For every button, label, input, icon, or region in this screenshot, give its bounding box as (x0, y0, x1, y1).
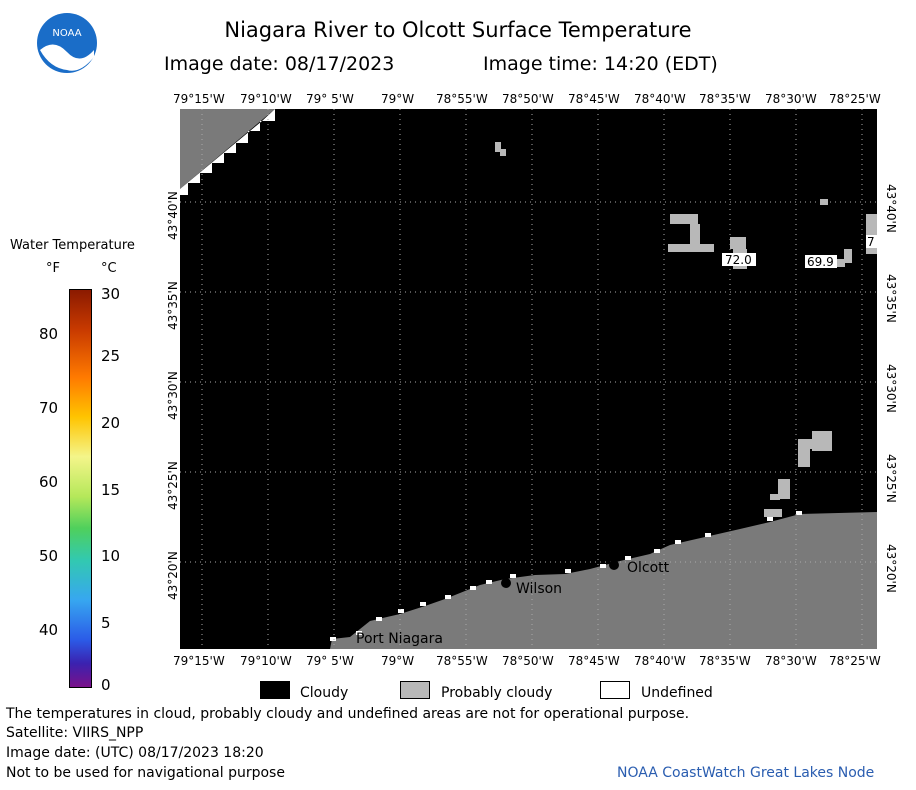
left-lat-label: 43°40'N (166, 191, 180, 240)
right-lat-label: 43°25'N (884, 454, 898, 503)
bottom-lon-label: 79°15'W (173, 654, 225, 668)
image-date: Image date: 08/17/2023 (164, 53, 395, 75)
temp-label: 72.0 (725, 253, 752, 267)
image-time: Image time: 14:20 (EDT) (483, 53, 718, 75)
source-credit: NOAA CoastWatch Great Lakes Node (617, 765, 875, 781)
right-lat-label: 43°20'N (884, 544, 898, 593)
undefined-edge-us (330, 511, 802, 641)
navigation-warning: Not to be used for navigational purpose (6, 765, 285, 781)
bottom-lon-label: 78°50'W (502, 654, 554, 668)
place-label-wilson: Wilson (516, 581, 562, 597)
f-tick: 60 (39, 473, 59, 491)
left-lat-label: 43°35'N (166, 281, 180, 330)
c-tick: 5 (101, 614, 111, 632)
temperature-map: 72.0 69.9 7 Olcott Wilson Port Niagara (180, 109, 877, 649)
bottom-lon-label: 78°40'W (634, 654, 686, 668)
f-tick: 50 (39, 547, 59, 565)
bottom-lon-label: 78°55'W (436, 654, 488, 668)
temp-label-box (805, 255, 837, 268)
legend-unit-f: °F (46, 261, 60, 276)
cloudy-label: Cloudy (300, 685, 349, 701)
land-canada (180, 109, 275, 189)
undefined-swatch (600, 681, 630, 699)
c-tick: 15 (101, 481, 121, 499)
cloudy-swatch (260, 681, 290, 699)
c-tick: 10 (101, 547, 121, 565)
top-lon-label: 78°50'W (502, 92, 554, 106)
utc-image-date: Image date: (UTC) 08/17/2023 18:20 (6, 745, 264, 761)
place-label-port-niagara: Port Niagara (356, 631, 443, 647)
place-marker (609, 560, 619, 570)
probably-cloudy-label: Probably cloudy (441, 685, 553, 701)
map-title: Niagara River to Olcott Surface Temperat… (224, 18, 692, 42)
top-lon-label: 79°W (381, 92, 415, 106)
right-lat-label: 43°30'N (884, 364, 898, 413)
noaa-logo-text: NOAA (52, 28, 81, 39)
bottom-lon-label: 78°35'W (699, 654, 751, 668)
right-lat-label: 43°35'N (884, 274, 898, 323)
top-lon-label: 78°35'W (699, 92, 751, 106)
temp-label-box (866, 235, 877, 248)
c-tick: 30 (101, 285, 121, 303)
bottom-lon-label: 79°10'W (240, 654, 292, 668)
bottom-lon-label: 78°45'W (568, 654, 620, 668)
c-tick: 0 (101, 676, 111, 694)
top-lon-label: 78°55'W (436, 92, 488, 106)
top-lon-label: 78°30'W (765, 92, 817, 106)
c-tick: 20 (101, 414, 121, 432)
left-lat-label: 43°30'N (166, 371, 180, 420)
satellite-info: Satellite: VIIRS_NPP (6, 725, 144, 741)
undefined-edge-canada (180, 109, 275, 195)
f-tick: 70 (39, 399, 59, 417)
legend-unit-c: °C (101, 261, 117, 276)
bottom-lon-label: 79° 5'W (306, 654, 354, 668)
temperature-color-bar (69, 289, 92, 688)
temp-label: 69.9 (807, 255, 834, 269)
top-lon-label: 78°40'W (634, 92, 686, 106)
place-label-olcott: Olcott (627, 560, 670, 576)
temp-label: 7 (867, 235, 875, 249)
f-tick: 40 (39, 621, 59, 639)
top-lon-label: 79°10'W (240, 92, 292, 106)
bottom-lon-label: 78°30'W (765, 654, 817, 668)
graticule (180, 109, 877, 649)
right-lat-label: 43°40'N (884, 184, 898, 233)
bottom-lon-label: 78°25'W (829, 654, 881, 668)
top-lon-label: 78°45'W (568, 92, 620, 106)
undefined-label: Undefined (641, 685, 713, 701)
top-lon-label: 79° 5'W (306, 92, 354, 106)
top-lon-label: 78°25'W (829, 92, 881, 106)
bottom-lon-label: 79°W (381, 654, 415, 668)
legend-title: Water Temperature (10, 238, 135, 253)
left-lat-label: 43°25'N (166, 461, 180, 510)
land-us (275, 512, 877, 649)
top-lon-label: 79°15'W (173, 92, 225, 106)
c-tick: 25 (101, 347, 121, 365)
place-marker (501, 578, 511, 588)
left-lat-label: 43°20'N (166, 551, 180, 600)
noaa-logo: NOAA (36, 12, 98, 74)
f-tick: 80 (39, 325, 59, 343)
probably-cloudy-swatch (400, 681, 430, 699)
disclaimer-note: The temperatures in cloud, probably clou… (6, 706, 690, 722)
temp-label-box (722, 253, 756, 266)
